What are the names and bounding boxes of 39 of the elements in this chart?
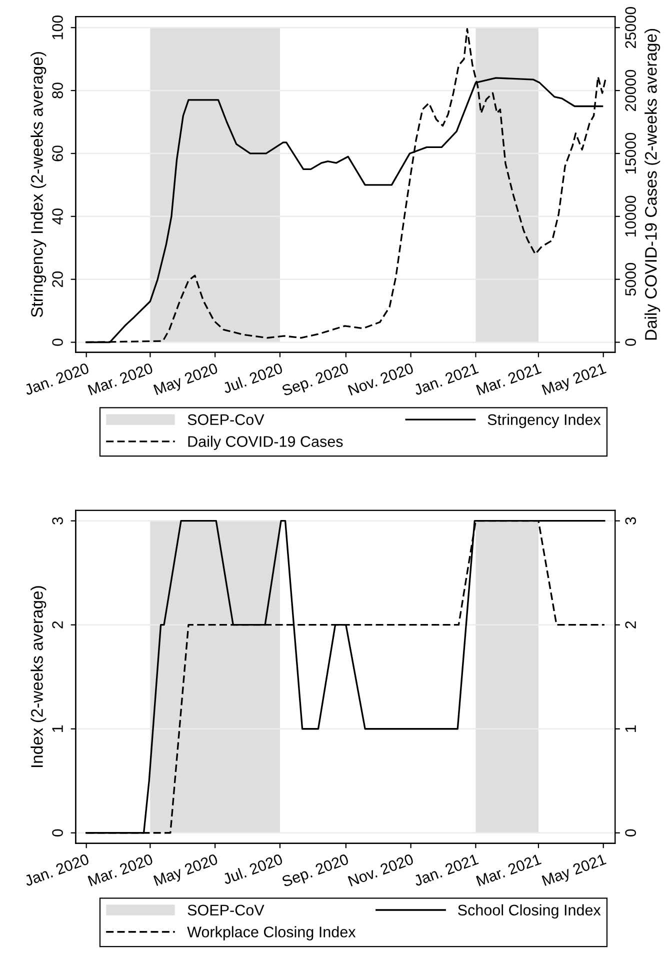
- y2-tick-label: 2: [625, 621, 636, 628]
- legend-label: SOEP-CoV: [188, 904, 264, 916]
- y-axis-title: Index (2-weeks average): [30, 586, 46, 768]
- y-tick-label: 40: [52, 208, 63, 225]
- y2-tick-label: 0: [625, 829, 636, 837]
- y-tick-label: 0: [52, 829, 63, 837]
- legend-label: SOEP-CoV: [188, 414, 264, 426]
- y-tick-label: 1: [52, 725, 63, 732]
- y2-tick-label: 1: [625, 725, 636, 732]
- y2-tick-label: 3: [625, 517, 636, 525]
- y2-tick-label: 0: [625, 338, 636, 346]
- x-tick-label: Nov. 2020: [348, 854, 414, 887]
- x-tick-label: Mar. 2020: [88, 854, 154, 886]
- x-tick-label: Jul. 2020: [222, 853, 284, 885]
- x-tick-label: May 2020: [153, 854, 220, 889]
- y2-axis-title: Daily COVID-19 Cases (2-weeks average): [644, 28, 660, 340]
- x-tick-label: May 2020: [153, 362, 220, 398]
- legend-label: Workplace Closing Index: [187, 926, 356, 940]
- y2-tick-label: 5000: [625, 262, 636, 296]
- x-tick-label: Jul. 2020: [222, 362, 284, 394]
- y-axis-title: Stringency Index (2-weeks average): [30, 52, 46, 318]
- y2-tick-label: 10000: [625, 196, 636, 236]
- y-tick-label: 20: [52, 271, 63, 288]
- y-tick-label: 100: [52, 15, 63, 40]
- x-tick-label: Mar. 2020: [88, 362, 154, 396]
- legend-label: Stringency Index: [488, 414, 601, 428]
- y-tick-label: 0: [52, 338, 63, 346]
- y-tick-label: 2: [52, 621, 63, 628]
- y2-tick-label: 15000: [625, 132, 636, 174]
- y-tick-label: 80: [52, 82, 63, 98]
- legend-label: School Closing Index: [458, 904, 601, 919]
- y-tick-label: 3: [52, 517, 63, 525]
- y-tick-label: 60: [52, 146, 63, 162]
- y2-tick-label: 25000: [625, 6, 636, 48]
- x-tick-label: Nov. 2020: [348, 362, 414, 396]
- y2-tick-label: 20000: [625, 70, 636, 112]
- legend-label: Daily COVID-19 Cases: [188, 436, 343, 450]
- x-tick-label: May 2021: [542, 362, 608, 398]
- x-tick-label: May 2021: [542, 854, 608, 889]
